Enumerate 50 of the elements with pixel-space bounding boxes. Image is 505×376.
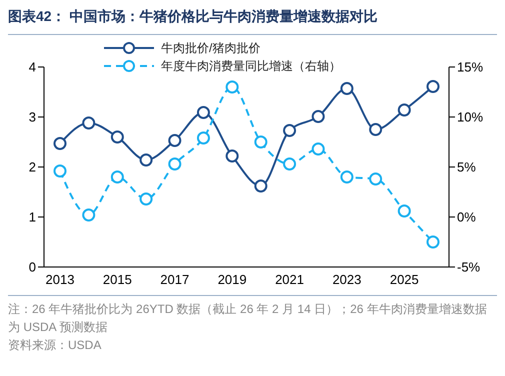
legend-label: 年度牛肉消费量同比增速（右轴） [161,58,341,74]
x-tick-label: 2023 [332,272,362,288]
y2-tick-label: 5% [457,160,476,175]
point [140,154,153,166]
point [110,130,124,144]
point [426,80,440,93]
point [82,208,96,222]
x-tick-label: 2019 [218,272,247,288]
y2-tick-label: 15% [457,60,484,75]
y-tick-label: 1 [28,210,36,225]
point [398,104,411,116]
point [398,204,411,218]
point [254,180,268,192]
point [426,236,440,248]
point [196,106,210,119]
text: 注：26 年牛猪批价比为 26YTD 数据（截止 26 年 2 月 14 日）；26 年牛肉消费量增速数据为 USDA 预测数据 [8,301,488,336]
point [340,82,354,95]
x-tick-label: 2013 [46,272,74,288]
y-tick-label: 0 [28,260,36,275]
point [168,134,182,147]
y-tick-label: 3 [28,110,36,125]
point [196,132,210,144]
x-tick-label: 2025 [390,272,419,288]
y2-tick-label: 10% [457,110,484,125]
point [312,142,325,156]
point [369,123,382,136]
point [254,136,268,148]
y-tick-label: 4 [28,60,36,75]
point [226,80,239,94]
point [283,158,296,170]
point [82,116,96,130]
point [283,124,296,137]
point [110,170,124,184]
x-tick-label: 2021 [275,272,304,288]
point [369,172,382,186]
point [226,150,239,162]
point [140,192,153,206]
x-tick-label: 2015 [102,272,132,288]
point [312,110,325,123]
point [340,170,354,184]
y2-tick-label: 0% [457,210,476,225]
y2-tick-label: -5% [457,260,481,275]
y-tick-label: 2 [28,160,36,175]
text: 资料来源：USDA [8,337,102,354]
point [54,164,66,178]
chart-title: 图表42： 中国市场：牛猪价格比与牛肉消费量增速数据对比 [8,8,497,35]
point [54,137,66,150]
legend-label: 牛肉批价/猪肉批价 [161,40,260,56]
x-tick-label: 2017 [160,272,190,288]
point [168,158,182,170]
